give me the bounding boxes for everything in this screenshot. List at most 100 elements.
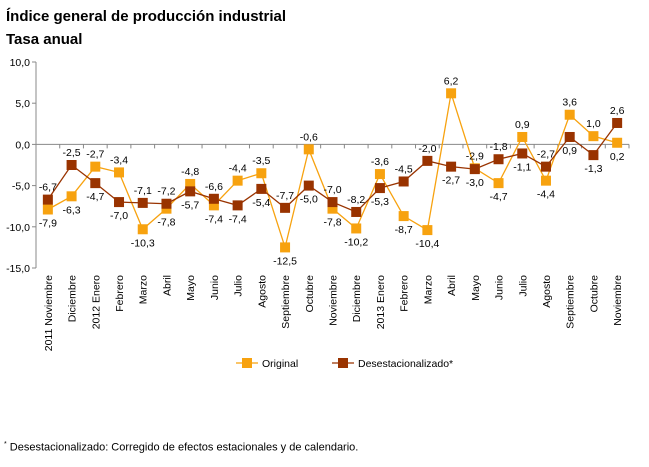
y-tick-label: -10,0 (6, 222, 30, 234)
x-tick-label: 2011 Noviembre (43, 275, 55, 351)
data-point (208, 193, 219, 204)
data-point (90, 178, 101, 189)
data-point (446, 161, 457, 172)
data-label: -7,4 (205, 213, 223, 225)
data-point (588, 150, 599, 161)
data-point (114, 197, 125, 208)
data-point (517, 148, 528, 159)
data-point (327, 203, 338, 214)
data-point (612, 137, 623, 148)
data-label: -4,4 (537, 189, 555, 201)
data-point (422, 155, 433, 166)
line-chart: 10,0 5,0 0,0 -5,0 -10,0 -15,0 2011 Noviembre Di… (6, 57, 630, 370)
data-label: 0,2 (610, 151, 625, 163)
data-point (540, 175, 551, 186)
x-tick-label: Mayo (470, 275, 482, 301)
data-label: 1,0 (586, 118, 601, 130)
x-tick-label: 2013 Enero (375, 275, 387, 329)
data-point (303, 144, 314, 155)
data-label: -2,9 (466, 150, 484, 162)
x-tick-label: Agosto (256, 275, 268, 308)
data-label: -1,8 (489, 141, 507, 153)
data-label: -0,6 (300, 131, 318, 143)
x-tick-label: Julio (517, 275, 529, 297)
data-label: -4,7 (86, 191, 104, 203)
data-label: -3,4 (110, 154, 128, 166)
data-label: -4,8 (181, 166, 199, 178)
data-point (517, 131, 528, 142)
data-label: -6,7 (39, 182, 57, 194)
data-point (232, 200, 243, 211)
data-point (398, 176, 409, 187)
data-point (493, 178, 504, 189)
data-label: -2,5 (63, 147, 81, 159)
data-point (66, 160, 77, 170)
footnote-mark: * (4, 441, 7, 448)
data-label: -4,4 (229, 163, 247, 175)
data-label: -10,3 (131, 237, 155, 249)
chart-subtitle: Tasa anual (6, 31, 83, 48)
x-tick-label: Mayo (185, 275, 197, 301)
data-label: -5,0 (300, 194, 318, 206)
x-tick-label: Noviembre (612, 275, 624, 326)
data-label: -7,4 (229, 213, 247, 225)
data-point (232, 175, 243, 186)
y-tick-label: 10,0 (10, 57, 31, 69)
data-label: -7,8 (323, 217, 341, 229)
data-label: -5,4 (252, 197, 270, 209)
data-label: 3,6 (562, 97, 577, 109)
data-point (351, 223, 362, 234)
data-label: -8,7 (395, 224, 413, 236)
data-label: -3,5 (252, 155, 270, 167)
data-point (137, 224, 148, 235)
x-tick-label: Abril (446, 275, 458, 296)
data-label: -6,3 (63, 204, 81, 216)
x-tick-label: Septiembre (565, 275, 577, 329)
data-point (398, 211, 409, 222)
data-label: -7,9 (39, 217, 57, 229)
x-tick-label: Marzo (422, 275, 434, 304)
data-label: 0,9 (515, 119, 530, 131)
footnote-text: Desestacionalizado: Corregido de efectos… (9, 441, 359, 454)
data-label: 2,6 (610, 105, 625, 117)
data-label: -5,7 (181, 199, 199, 211)
data-point (374, 169, 385, 180)
legend-marker (242, 358, 252, 368)
data-label: -7,2 (157, 186, 175, 198)
x-tick-label: Marzo (138, 275, 150, 304)
legend-marker (338, 358, 348, 368)
data-label: -7,0 (323, 184, 341, 196)
data-label: -7,7 (276, 190, 294, 202)
data-point (327, 197, 338, 208)
data-point (185, 186, 196, 197)
data-point (493, 154, 504, 165)
data-label: -6,6 (205, 181, 223, 193)
data-point (42, 204, 53, 215)
data-point (612, 117, 623, 128)
chart-title: Índice general de producción industrial (6, 8, 287, 25)
data-point (446, 88, 457, 99)
data-label: -8,2 (347, 194, 365, 206)
data-point (256, 168, 267, 179)
data-point (422, 225, 433, 236)
legend-label-desestacionalizado: Desestacionalizado* (358, 358, 453, 370)
data-label: 0,9 (562, 145, 577, 157)
x-tick-label: Febrero (114, 275, 126, 312)
data-label: -1,3 (584, 163, 602, 175)
data-label: -5,3 (371, 196, 389, 208)
x-tick-label: Febrero (399, 275, 411, 312)
data-point (42, 194, 53, 205)
data-point (351, 206, 362, 217)
data-point (137, 197, 148, 208)
y-tick-label: 0,0 (15, 139, 30, 151)
data-label: -4,5 (395, 163, 413, 175)
data-label: -2,7 (537, 149, 555, 161)
data-point (303, 180, 314, 191)
x-tick-label: Agosto (541, 275, 553, 308)
data-label: -3,6 (371, 156, 389, 168)
data-point (540, 161, 551, 172)
data-label: -7,1 (134, 185, 152, 197)
data-point (208, 200, 219, 211)
data-point (588, 131, 599, 142)
data-label: -2,0 (418, 143, 436, 155)
